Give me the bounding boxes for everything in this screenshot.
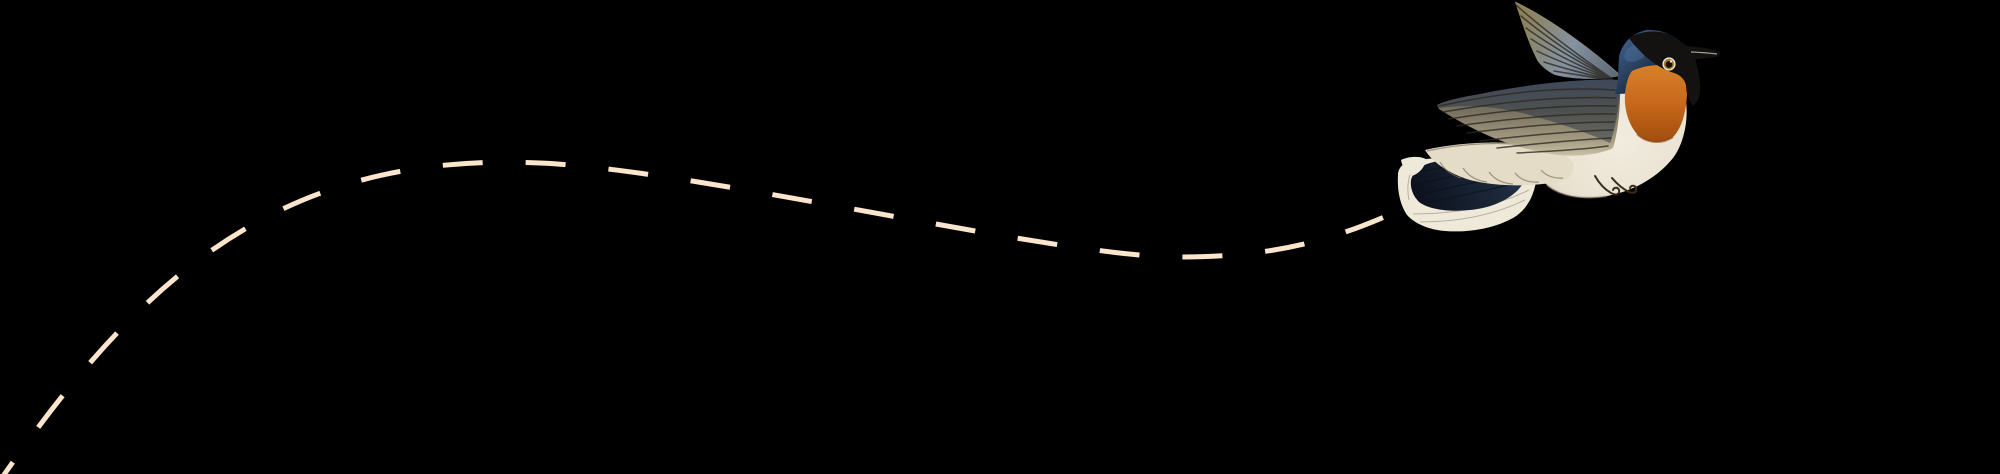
underwing-scallop-lines <box>1426 142 1564 185</box>
bird-far-wing <box>1437 79 1621 156</box>
bird-beak <box>1686 46 1721 60</box>
bird-orange-throat <box>1624 62 1688 143</box>
beak-ridge-line <box>1690 51 1718 55</box>
far-wing-feather-stripes <box>1438 88 1617 154</box>
raised-wing-leading-edge <box>1514 1 1622 77</box>
bird-eye <box>1662 57 1676 71</box>
raised-wing-shape <box>1515 2 1621 79</box>
eye-pupil <box>1665 61 1673 68</box>
eye-highlight <box>1669 60 1673 63</box>
underwing-scallop-band <box>1425 142 1574 186</box>
bird-raised-wing <box>1514 1 1622 81</box>
flight-path-dashes <box>1 159 1402 474</box>
belly-bottom-shadow <box>1546 184 1608 199</box>
bird-underwing-coverts <box>1425 142 1574 186</box>
far-wing-dark-coverts <box>1437 79 1620 143</box>
tail-white-patch <box>1401 156 1426 176</box>
raised-wing-feather-lines <box>1515 4 1614 81</box>
throat-rust-rim <box>1636 133 1674 143</box>
swallow-bird-illustration <box>1397 1 1721 232</box>
bird-curled-feet <box>1594 175 1638 196</box>
throat-patch <box>1624 62 1688 143</box>
